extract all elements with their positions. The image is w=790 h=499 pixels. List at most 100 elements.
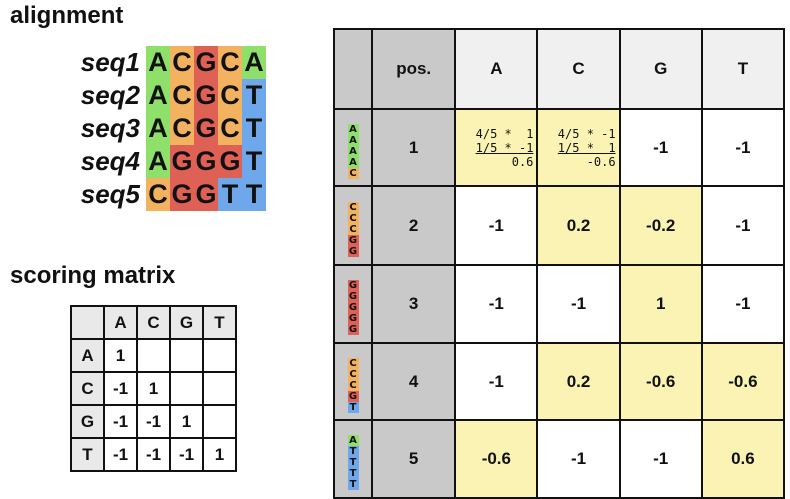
column-letter: G [347,280,359,291]
column-letter: T [347,457,359,468]
pwm-pos: 1 [371,108,457,187]
pwm-cell: -1 [618,419,703,499]
matrix-cell: -1 [103,404,138,439]
matrix-cell [202,371,237,406]
matrix-col-header: C [136,305,171,340]
nucleotide: G [194,79,218,112]
matrix-corner [70,305,105,340]
calc-block: 4/5 * -1 1/5 * 1 -0.6 [538,125,618,171]
calc-line: 1/5 * -1 [475,140,534,155]
column-letter: G [347,234,359,246]
matrix-cell [136,338,171,373]
column-stack: C C C G G [332,185,374,266]
nucleotide: C [170,112,194,145]
pwm-cell: -0.6 [700,342,786,421]
column-letter: C [347,357,359,369]
pwm-row: A T T T T 5 -0.6 -1 -1 0.6 [332,419,786,499]
column-letter: T [347,446,359,457]
matrix-cell: 1 [202,437,237,472]
matrix-row-header: C [70,371,105,406]
column-letter: C [347,379,359,391]
pwm-row: A A A A C 1 4/5 * 1 1/5 * -1 0.6 4/5 * -1 1… [332,108,786,187]
nucleotide: G [194,46,218,79]
pwm-cell: -1 [536,264,621,344]
matrix-cell [202,338,237,373]
pwm-cell: 0.6 [700,419,786,499]
seq-row-1: seq1 A C G C A [52,46,266,79]
pwm-col-header: A [454,28,539,110]
pwm-cell: -1 [454,342,539,421]
nucleotide: T [242,178,266,211]
column-letter: T [347,468,359,479]
nucleotide: G [218,145,242,178]
alignment-title: alignment [10,2,124,29]
nucleotide: A [242,46,266,79]
nucleotide: C [170,79,194,112]
column-letter: A [347,156,359,168]
column-letter: T [347,401,359,413]
nucleotide: T [218,178,242,211]
pwm-cell: -1 [700,185,786,266]
matrix-row-header: T [70,437,105,472]
pwm-row: G G G G G 3 -1 -1 1 -1 [332,264,786,344]
pwm-cell: -1 [618,108,703,187]
seq-name: seq2 [80,80,140,110]
pwm-cell-calc: 4/5 * -1 1/5 * 1 -0.6 [536,108,621,187]
column-letter: C [347,368,359,380]
nucleotide: T [242,145,266,178]
pwm-cell: 0.2 [536,185,621,266]
nucleotide: G [170,145,194,178]
pwm-cell: -1 [454,185,539,266]
matrix-cell: -1 [169,437,204,472]
nucleotide: A [146,46,170,79]
pwm-cell: -1 [536,419,621,499]
column-letter: T [347,479,359,490]
matrix-cell: -1 [103,437,138,472]
alignment-block: seq1 A C G C A seq2 A C G C T seq3 A C G… [52,46,266,211]
seq-name: seq4 [80,146,140,176]
column-letters: C C C G T [347,357,359,413]
pwm-cell: 0.2 [536,342,621,421]
pwm-col-header: T [700,28,786,110]
column-letter: C [347,201,359,213]
nucleotide: G [170,178,194,211]
seq-row-5: seq5 C G G T T [52,178,266,211]
pwm-cell-calc: 4/5 * 1 1/5 * -1 0.6 [454,108,539,187]
column-letters: A A A A C [347,123,359,179]
matrix-col-header: G [169,305,204,340]
column-stack: G G G G G [332,264,374,344]
matrix-cell: -1 [136,437,171,472]
scoring-matrix-title: scoring matrix [10,262,176,289]
seq-name: seq3 [80,113,140,143]
column-stack: A T T T T [332,419,374,499]
nucleotide: G [194,145,218,178]
pwm-col-header: pos. [371,28,457,110]
matrix-cell: 1 [169,404,204,439]
pwm-row: C C C G T 4 -1 0.2 -0.6 -0.6 [332,342,786,421]
calc-line: 4/5 * -1 [557,126,616,141]
column-letter: G [347,302,359,313]
pwm-cell: -0.6 [618,342,703,421]
pwm-col-header: G [618,28,703,110]
seq-row-3: seq3 A C G C T [52,112,266,145]
column-stack: C C C G T [332,342,374,421]
column-letter: A [347,134,359,146]
pwm-cell: -0.6 [454,419,539,499]
matrix-col-header: T [202,305,237,340]
pwm-col-header: C [536,28,621,110]
calc-result: 0.6 [511,154,534,169]
column-letter: C [347,223,359,235]
matrix-row-header: A [70,338,105,373]
matrix-cell [169,371,204,406]
pwm-corner [332,28,374,110]
pwm-cell: -1 [700,264,786,344]
nucleotide: A [146,112,170,145]
column-letter: G [347,291,359,302]
pwm-table: pos. A C G T A A A A C 1 4/5 * 1 1/5 * -1… [332,28,786,499]
calc-line: 1/5 * 1 [557,140,616,155]
pwm-cell: -1 [700,108,786,187]
column-letter: G [347,390,359,402]
matrix-cell: 1 [103,338,138,373]
seq-row-4: seq4 A G G G T [52,145,266,178]
matrix-cell [202,404,237,439]
